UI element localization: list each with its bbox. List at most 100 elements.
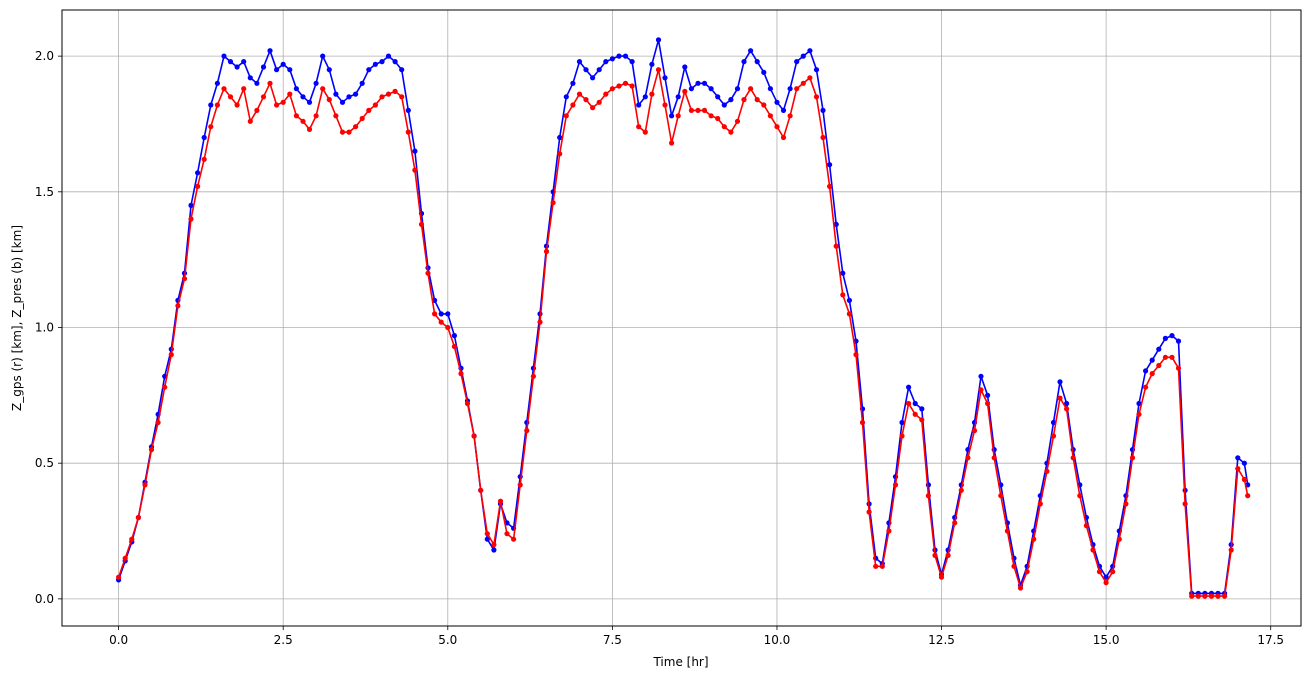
series-1-point: [135, 514, 141, 521]
series-0-point: [320, 53, 326, 59]
series-1-point: [682, 88, 688, 94]
series-1-point: [247, 118, 253, 124]
series-1-point: [701, 107, 708, 113]
series-1-point: [662, 102, 668, 108]
series-1-point: [1096, 569, 1103, 575]
series-1-point: [1090, 547, 1096, 553]
series-1-point: [1064, 406, 1070, 412]
series-1-point: [899, 433, 905, 439]
series-0-point: [247, 75, 253, 81]
series-0-point: [649, 61, 655, 67]
series-1-point: [405, 129, 411, 135]
series-0-point: [254, 80, 260, 86]
series-0-point: [774, 99, 780, 105]
series-0-point: [616, 53, 622, 59]
series-0-point: [208, 102, 214, 108]
series-1-point: [1129, 455, 1136, 461]
series-1-point: [912, 411, 918, 417]
series-0-point: [734, 86, 741, 92]
series-0-point: [280, 61, 286, 67]
series-0-point: [188, 202, 194, 208]
x-tick-label: 15.0: [1093, 633, 1120, 647]
series-1-point: [1011, 563, 1017, 569]
series-1-point: [399, 94, 405, 100]
series-1-point: [1083, 523, 1089, 529]
series-0-point: [767, 86, 774, 92]
series-1-point: [728, 129, 734, 135]
series-0-point: [899, 419, 905, 426]
series-1-point: [971, 428, 978, 434]
series-1-point: [1136, 411, 1142, 417]
series-1-point: [366, 107, 372, 113]
series-layer: [116, 37, 1251, 599]
x-tick-label: 2.5: [274, 633, 293, 647]
series-1-point: [761, 102, 767, 108]
series-0-point: [484, 536, 490, 542]
series-1-point: [800, 80, 806, 86]
series-0-point: [1235, 455, 1241, 461]
series-0-point: [359, 80, 365, 86]
series-1-point: [906, 400, 912, 407]
series-1-point: [721, 124, 727, 130]
series-1-point: [537, 319, 543, 325]
series-0-point: [708, 86, 714, 92]
series-1-point: [827, 183, 833, 189]
series-0-point: [642, 94, 648, 100]
series-1-point: [227, 94, 234, 100]
series-1-point: [550, 200, 556, 206]
series-0-point: [214, 80, 220, 86]
series-1-point: [1123, 501, 1129, 507]
series-0-point: [846, 297, 853, 303]
series-0-point: [1143, 368, 1149, 374]
series-1-point: [1175, 365, 1182, 371]
series-1-point: [214, 102, 220, 108]
series-1-point: [985, 400, 991, 407]
series-1-point: [557, 151, 563, 157]
series-0-point: [1241, 460, 1247, 466]
series-1-point: [820, 134, 826, 141]
series-1-point: [326, 97, 332, 103]
series-1-point: [517, 482, 523, 488]
series-1-point: [1070, 455, 1076, 461]
series-1-point: [1228, 547, 1234, 553]
x-tick-label: 17.5: [1257, 633, 1284, 647]
series-1-point: [1222, 593, 1228, 599]
series-0-point: [1064, 400, 1070, 407]
series-0-point: [399, 67, 405, 73]
series-0-point: [445, 311, 451, 317]
series-1-point: [464, 400, 471, 407]
series-1-point: [636, 124, 642, 130]
x-tick-label: 10.0: [764, 633, 791, 647]
series-1-point: [425, 270, 431, 276]
series-0-point: [906, 384, 912, 390]
series-1-point: [688, 107, 695, 113]
series-1-point: [622, 80, 629, 86]
series-1-point: [221, 86, 227, 92]
series-1-point: [201, 156, 207, 162]
series-1-point: [471, 433, 477, 439]
series-1-point: [339, 129, 346, 135]
series-0-point: [655, 37, 662, 43]
series-1-point: [432, 311, 438, 317]
series-1-point: [1037, 501, 1043, 507]
series-1-point: [840, 292, 846, 298]
series-1-point: [1189, 593, 1195, 599]
series-0-point: [590, 75, 596, 81]
series-0-point: [813, 67, 820, 73]
series-0-point: [721, 102, 727, 108]
series-1-point: [491, 542, 497, 548]
series-1-point: [853, 352, 859, 358]
series-1-point: [122, 555, 128, 561]
series-1-point: [142, 482, 148, 488]
series-0-point: [682, 64, 688, 70]
series-1-point: [418, 221, 425, 227]
series-1-point: [708, 113, 714, 119]
series-1-point: [1103, 580, 1109, 586]
series-1-point: [320, 86, 326, 92]
series-1-point: [168, 352, 174, 358]
series-1-point: [458, 371, 464, 377]
series-1-point: [1215, 593, 1221, 599]
series-0-point: [636, 102, 642, 108]
